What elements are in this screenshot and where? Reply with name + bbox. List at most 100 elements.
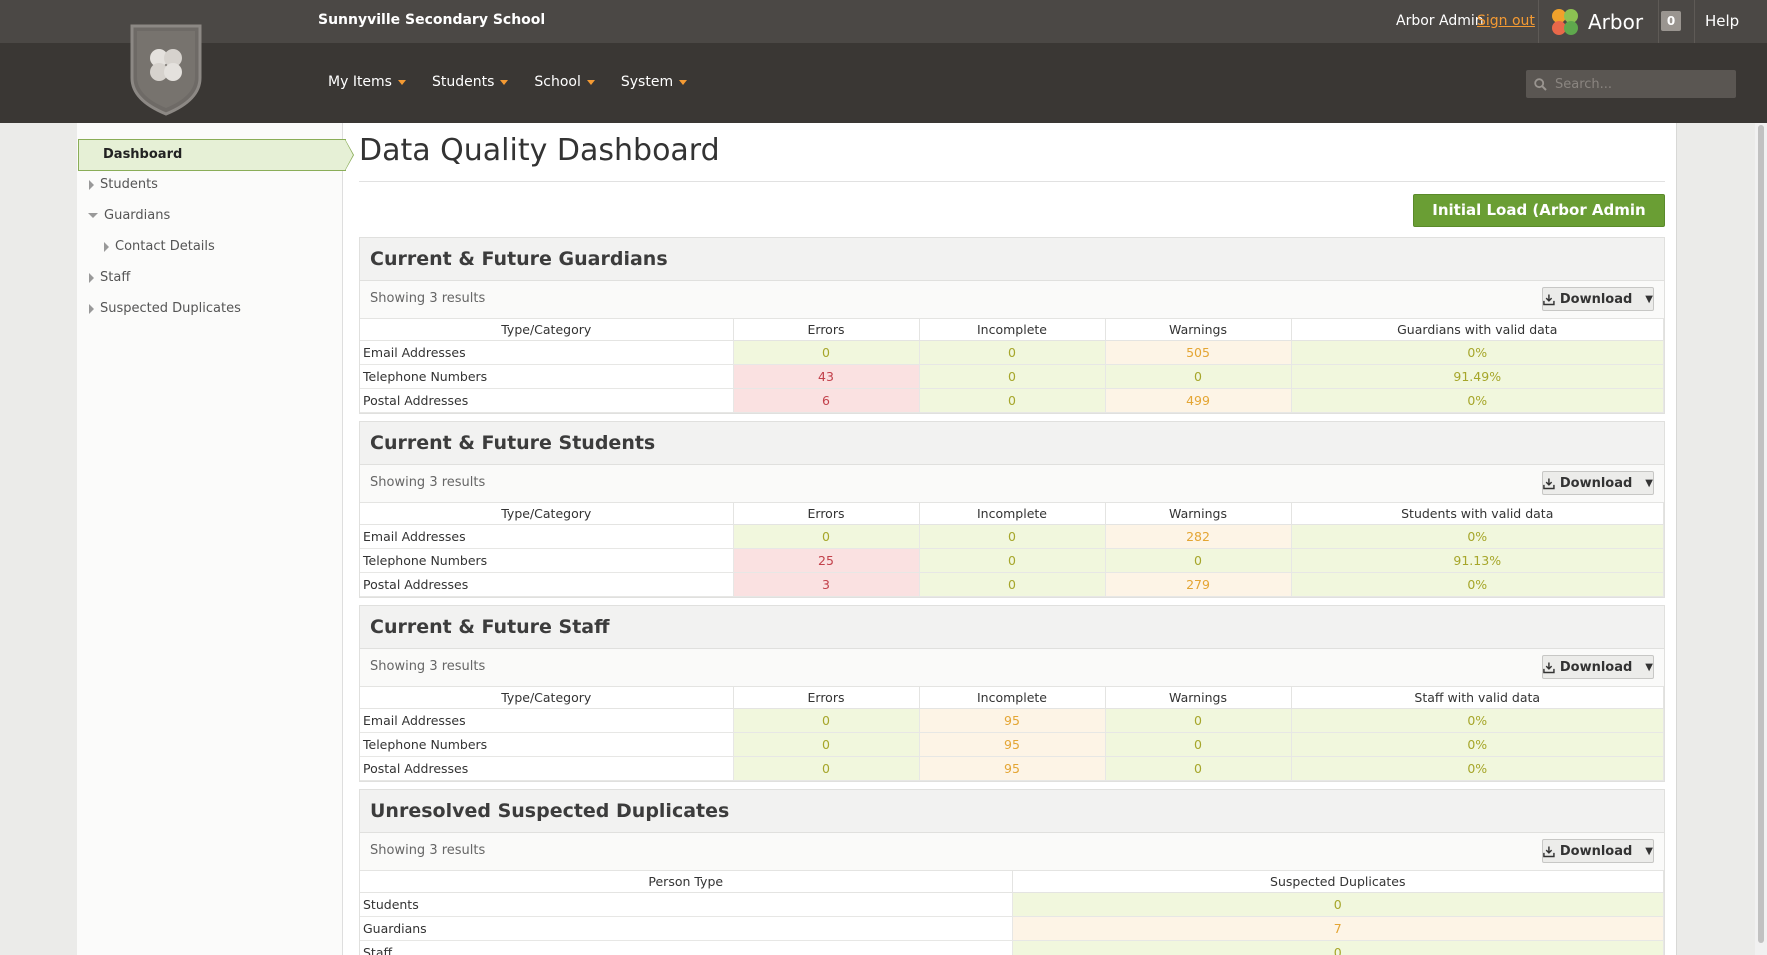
menu-students[interactable]: Students — [432, 74, 509, 90]
incomplete-cell[interactable]: 95 — [919, 756, 1106, 781]
incomplete-cell[interactable]: 0 — [919, 572, 1106, 597]
warnings-cell[interactable]: 505 — [1105, 340, 1292, 365]
errors-cell[interactable]: 3 — [733, 572, 920, 597]
menu-my-items[interactable]: My Items — [328, 74, 406, 90]
errors-cell[interactable]: 0 — [733, 340, 920, 365]
sidebar-item-contact-details[interactable]: Contact Details — [104, 239, 215, 254]
column-header[interactable]: Suspected Duplicates — [1012, 870, 1664, 893]
sidebar-item-label: Contact Details — [115, 239, 215, 254]
table-row: Telephone Numbers 0 95 0 0% — [360, 732, 1664, 757]
sign-out-link[interactable]: Sign out — [1477, 13, 1535, 29]
arbor-logo-text: Arbor — [1588, 9, 1644, 34]
sidebar-item-staff[interactable]: Staff — [89, 270, 130, 285]
download-button[interactable]: Download ▼ — [1542, 471, 1654, 495]
column-header[interactable]: Type/Category — [360, 318, 734, 341]
sidebar-item-dashboard[interactable]: Dashboard — [78, 139, 346, 171]
column-header[interactable]: Warnings — [1105, 502, 1292, 525]
column-header[interactable]: Person Type — [360, 870, 1013, 893]
errors-cell[interactable]: 0 — [733, 708, 920, 733]
section-toolbar: Showing 3 results Download ▼ — [360, 281, 1664, 318]
expand-arrow-icon — [89, 272, 94, 283]
row-label: Email Addresses — [360, 708, 734, 733]
caret-down-icon — [397, 79, 406, 85]
search-input[interactable] — [1555, 76, 1725, 92]
results-count: Showing 3 results — [370, 291, 486, 306]
column-header[interactable]: Warnings — [1105, 686, 1292, 709]
column-header[interactable]: Staff with valid data — [1291, 686, 1664, 709]
column-header[interactable]: Incomplete — [919, 502, 1106, 525]
incomplete-cell[interactable]: 0 — [919, 524, 1106, 549]
expand-arrow-icon — [89, 179, 94, 190]
table-row: Postal Addresses 0 95 0 0% — [360, 756, 1664, 781]
column-header[interactable]: Errors — [733, 686, 920, 709]
scrollbar-thumb[interactable] — [1758, 125, 1764, 943]
errors-cell[interactable]: 43 — [733, 364, 920, 389]
search-box[interactable] — [1526, 70, 1736, 98]
section-staff: Current & Future Staff Showing 3 results… — [359, 605, 1665, 782]
row-label: Telephone Numbers — [360, 732, 734, 757]
section-guardians: Current & Future Guardians Showing 3 res… — [359, 237, 1665, 414]
warnings-cell[interactable]: 279 — [1105, 572, 1292, 597]
warnings-cell[interactable]: 0 — [1105, 364, 1292, 389]
school-name: Sunnyville Secondary School — [318, 12, 546, 28]
incomplete-cell[interactable]: 0 — [919, 548, 1106, 573]
table-row: Postal Addresses 3 0 279 0% — [360, 572, 1664, 597]
column-header[interactable]: Type/Category — [360, 502, 734, 525]
vertical-scrollbar[interactable] — [1755, 123, 1767, 955]
page-title: Data Quality Dashboard — [359, 133, 720, 168]
duplicates-cell[interactable]: 7 — [1012, 916, 1664, 941]
sidebar-item-suspected-duplicates[interactable]: Suspected Duplicates — [89, 301, 241, 316]
errors-cell[interactable]: 6 — [733, 388, 920, 413]
column-header[interactable]: Incomplete — [919, 686, 1106, 709]
menu-system[interactable]: System — [621, 74, 688, 90]
incomplete-cell[interactable]: 0 — [919, 388, 1106, 413]
notifications-badge[interactable]: 0 — [1661, 11, 1681, 31]
section-toolbar: Showing 3 results Download ▼ — [360, 833, 1664, 870]
search-icon — [1534, 77, 1547, 91]
incomplete-cell[interactable]: 0 — [919, 364, 1106, 389]
warnings-cell[interactable]: 0 — [1105, 708, 1292, 733]
sidebar-item-students[interactable]: Students — [89, 177, 158, 192]
errors-cell[interactable]: 0 — [733, 756, 920, 781]
incomplete-cell[interactable]: 95 — [919, 732, 1106, 757]
section-title: Unresolved Suspected Duplicates — [360, 790, 1664, 833]
download-label: Download — [1559, 843, 1633, 859]
divider — [1694, 0, 1695, 43]
sidebar-item-label: Students — [100, 177, 158, 192]
column-header[interactable]: Incomplete — [919, 318, 1106, 341]
incomplete-cell[interactable]: 0 — [919, 340, 1106, 365]
table-row: Email Addresses 0 95 0 0% — [360, 708, 1664, 733]
warnings-cell[interactable]: 499 — [1105, 388, 1292, 413]
school-crest-logo[interactable] — [128, 22, 204, 118]
errors-cell[interactable]: 25 — [733, 548, 920, 573]
warnings-cell[interactable]: 0 — [1105, 756, 1292, 781]
menu-school[interactable]: School — [534, 74, 595, 90]
help-link[interactable]: Help — [1705, 12, 1740, 30]
table-row: Students 0 — [360, 892, 1664, 917]
sidebar-item-guardians[interactable]: Guardians — [88, 208, 170, 223]
duplicates-cell[interactable]: 0 — [1012, 940, 1664, 955]
column-header[interactable]: Guardians with valid data — [1291, 318, 1664, 341]
arbor-logo[interactable]: Arbor — [1548, 5, 1643, 38]
warnings-cell[interactable]: 0 — [1105, 732, 1292, 757]
column-header[interactable]: Type/Category — [360, 686, 734, 709]
errors-cell[interactable]: 0 — [733, 524, 920, 549]
warnings-cell[interactable]: 282 — [1105, 524, 1292, 549]
download-label: Download — [1559, 659, 1633, 675]
column-header[interactable]: Students with valid data — [1291, 502, 1664, 525]
download-icon — [1543, 477, 1555, 489]
column-header[interactable]: Errors — [733, 318, 920, 341]
duplicates-cell[interactable]: 0 — [1012, 892, 1664, 917]
initial-load-button[interactable]: Initial Load (Arbor Admin only) — [1413, 194, 1665, 250]
row-label: Postal Addresses — [360, 756, 734, 781]
errors-cell[interactable]: 0 — [733, 732, 920, 757]
warnings-cell[interactable]: 0 — [1105, 548, 1292, 573]
incomplete-cell[interactable]: 95 — [919, 708, 1106, 733]
row-label: Telephone Numbers — [360, 364, 734, 389]
download-button[interactable]: Download ▼ — [1542, 839, 1654, 863]
download-button[interactable]: Download ▼ — [1542, 287, 1654, 311]
download-button[interactable]: Download ▼ — [1542, 655, 1654, 679]
column-header[interactable]: Warnings — [1105, 318, 1292, 341]
data-table: Type/Category Errors Incomplete Warnings… — [360, 502, 1664, 597]
column-header[interactable]: Errors — [733, 502, 920, 525]
